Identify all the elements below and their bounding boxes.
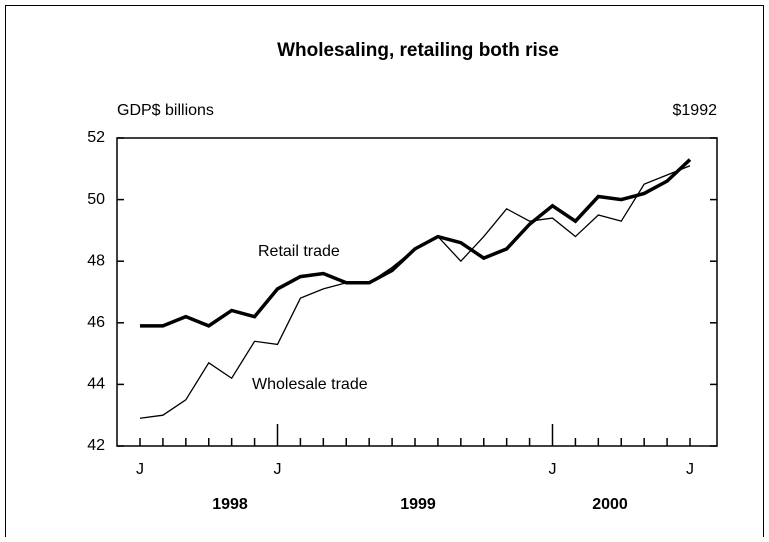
- y-tick-label: 44: [87, 376, 105, 393]
- y-tick-label: 48: [87, 252, 105, 269]
- y-tick-label: 42: [87, 437, 105, 454]
- year-label: 1998: [212, 496, 248, 513]
- y-tick-label: 46: [87, 314, 105, 331]
- plot-frame: [116, 137, 718, 447]
- units-note: $1992: [673, 102, 718, 119]
- y-tick-label: 52: [87, 129, 105, 146]
- series-label: Wholesale trade: [252, 376, 368, 393]
- outer-frame: [5, 5, 764, 537]
- year-label: 1999: [400, 496, 436, 513]
- series-line: [140, 158, 692, 328]
- year-label: 2000: [592, 496, 628, 513]
- y-tick-label: 50: [87, 191, 105, 208]
- x-tick-label: J: [136, 461, 144, 478]
- x-tick-label: J: [686, 461, 694, 478]
- series-line: [139, 165, 691, 419]
- y-axis-label: GDP$ billions: [117, 102, 214, 119]
- chart-title: Wholesaling, retailing both rise: [277, 40, 559, 61]
- x-tick-label: J: [274, 461, 282, 478]
- series-label: Retail trade: [258, 243, 340, 260]
- x-tick-label: J: [549, 461, 557, 478]
